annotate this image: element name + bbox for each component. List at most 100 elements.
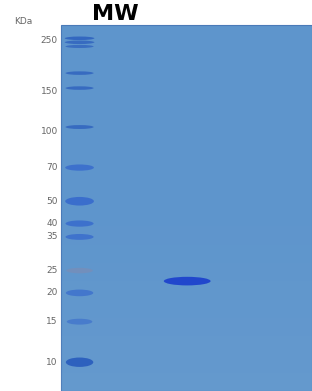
Bar xyxy=(61,287,312,294)
Bar xyxy=(61,221,312,226)
Ellipse shape xyxy=(66,86,94,90)
Bar xyxy=(61,105,312,111)
Bar xyxy=(61,345,312,354)
Bar xyxy=(61,178,312,184)
Bar xyxy=(61,99,312,105)
Text: 250: 250 xyxy=(41,36,58,45)
Bar xyxy=(61,129,312,135)
Text: 10: 10 xyxy=(46,358,58,367)
Bar xyxy=(61,300,312,309)
Bar xyxy=(61,361,312,367)
Bar xyxy=(61,342,312,348)
Bar xyxy=(61,217,312,226)
Bar xyxy=(61,263,312,269)
Text: 100: 100 xyxy=(41,127,58,136)
Bar xyxy=(61,373,312,379)
Bar xyxy=(61,254,312,263)
Bar xyxy=(61,294,312,300)
Ellipse shape xyxy=(66,125,94,129)
Bar xyxy=(61,324,312,330)
Bar xyxy=(61,202,312,208)
Bar xyxy=(61,208,312,214)
Bar xyxy=(61,153,312,160)
Bar xyxy=(61,44,312,50)
Ellipse shape xyxy=(65,36,94,40)
Bar xyxy=(61,80,312,86)
Bar xyxy=(61,318,312,327)
Bar xyxy=(61,263,312,272)
Bar xyxy=(61,74,312,80)
Bar xyxy=(61,364,312,373)
Bar xyxy=(61,141,312,147)
Bar xyxy=(61,233,312,239)
Text: 15: 15 xyxy=(46,317,58,326)
Bar xyxy=(61,336,312,342)
Bar xyxy=(61,348,312,354)
Text: 150: 150 xyxy=(41,87,58,96)
Text: 70: 70 xyxy=(46,163,58,172)
Ellipse shape xyxy=(65,165,94,171)
Bar xyxy=(61,160,312,165)
Bar xyxy=(61,25,312,391)
Bar xyxy=(61,379,312,385)
Bar xyxy=(61,92,312,99)
Text: 50: 50 xyxy=(46,197,58,206)
Bar xyxy=(61,214,312,221)
Bar xyxy=(61,68,312,74)
Text: 20: 20 xyxy=(46,289,58,298)
Bar xyxy=(61,385,312,391)
Ellipse shape xyxy=(66,234,94,240)
Ellipse shape xyxy=(67,319,92,325)
Bar xyxy=(61,226,312,236)
Bar xyxy=(61,86,312,92)
Ellipse shape xyxy=(66,221,94,227)
Bar xyxy=(61,38,312,44)
Bar xyxy=(61,226,312,233)
Bar xyxy=(61,245,312,251)
Bar xyxy=(61,111,312,117)
Bar xyxy=(61,275,312,281)
Ellipse shape xyxy=(66,357,93,367)
Bar xyxy=(61,269,312,275)
Bar xyxy=(61,382,312,391)
Bar xyxy=(61,309,312,318)
Bar xyxy=(61,257,312,263)
Bar xyxy=(61,172,312,178)
Bar xyxy=(61,50,312,56)
Bar xyxy=(61,291,312,300)
Bar xyxy=(61,184,312,190)
Bar xyxy=(61,239,312,245)
Ellipse shape xyxy=(66,290,93,296)
Bar xyxy=(61,123,312,129)
Text: 25: 25 xyxy=(46,266,58,275)
Bar xyxy=(61,190,312,196)
Bar xyxy=(61,25,312,32)
Ellipse shape xyxy=(65,41,94,44)
Ellipse shape xyxy=(65,197,94,206)
Bar xyxy=(61,208,312,217)
Bar xyxy=(61,135,312,141)
Text: 35: 35 xyxy=(46,232,58,241)
Bar xyxy=(61,32,312,38)
Bar xyxy=(61,281,312,291)
Bar xyxy=(61,56,312,62)
Bar xyxy=(61,336,312,345)
Bar xyxy=(61,251,312,257)
Ellipse shape xyxy=(164,277,211,285)
Bar xyxy=(61,373,312,382)
Ellipse shape xyxy=(66,268,93,273)
Bar xyxy=(61,354,312,361)
Bar xyxy=(61,318,312,324)
Bar xyxy=(61,245,312,254)
Bar xyxy=(61,367,312,373)
Bar xyxy=(61,330,312,336)
Ellipse shape xyxy=(66,45,94,48)
Bar xyxy=(61,327,312,336)
Bar xyxy=(61,281,312,287)
Bar xyxy=(61,354,312,364)
Text: 40: 40 xyxy=(46,219,58,228)
Bar xyxy=(61,196,312,202)
Bar xyxy=(61,312,312,318)
Bar xyxy=(61,147,312,153)
Text: KDa: KDa xyxy=(14,17,32,26)
